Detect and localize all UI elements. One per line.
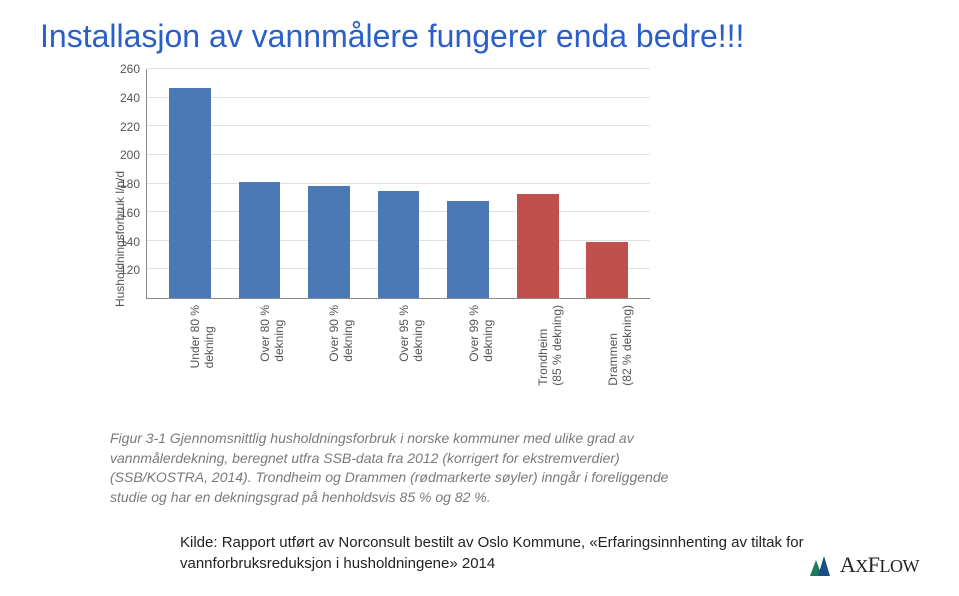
- logo-text: AXFLOW: [840, 552, 919, 578]
- bar: [169, 88, 211, 298]
- logo-mark-icon: [806, 554, 834, 576]
- logo-letter: F: [868, 552, 880, 577]
- bar-slot: [503, 69, 573, 298]
- x-label-slot: Over 95 % dekning: [363, 299, 433, 409]
- logo-letter: A: [840, 552, 855, 577]
- bar: [517, 194, 559, 298]
- y-tick-label: 160: [120, 206, 140, 220]
- bar-slot: [294, 69, 364, 298]
- x-tick-label: Over 95 % dekning: [398, 305, 426, 362]
- x-label-slot: Over 90 % dekning: [293, 299, 363, 409]
- x-label-slot: Trondheim (85 % dekning): [503, 299, 573, 409]
- bar: [447, 201, 489, 298]
- bar-slot: [572, 69, 642, 298]
- x-tick-label: Over 80 % dekning: [259, 305, 287, 362]
- y-tick-label: 180: [120, 177, 140, 191]
- x-label-slot: Drammen (82 % dekning): [572, 299, 642, 409]
- x-tick-label: Over 90 % dekning: [328, 305, 356, 362]
- brand-logo: AXFLOW: [806, 552, 919, 578]
- bars-group: [147, 69, 650, 298]
- y-tick-label: 260: [120, 62, 140, 76]
- x-axis-labels: Under 80 % dekning Over 80 % dekning Over …: [146, 299, 650, 409]
- bar-slot: [364, 69, 434, 298]
- chart: 120140160180200220240260: [110, 69, 650, 299]
- x-tick-label: Over 99 % dekning: [468, 305, 496, 362]
- y-tick-label: 240: [120, 91, 140, 105]
- y-tick-label: 220: [120, 120, 140, 134]
- bar: [239, 182, 281, 298]
- x-tick-label: Under 80 % dekning: [189, 305, 217, 368]
- y-tick-label: 120: [120, 263, 140, 277]
- y-axis: 120140160180200220240260: [110, 69, 146, 299]
- source-citation: Kilde: Rapport utført av Norconsult best…: [40, 533, 919, 574]
- page: Installasjon av vannmålere fungerer enda…: [0, 0, 959, 596]
- x-label-slot: Over 80 % dekning: [224, 299, 294, 409]
- x-label-slot: Under 80 % dekning: [154, 299, 224, 409]
- page-title: Installasjon av vannmålere fungerer enda…: [40, 18, 919, 55]
- bar: [378, 191, 420, 298]
- logo-letter: X: [855, 556, 868, 576]
- bar: [586, 242, 628, 298]
- y-tick-label: 140: [120, 235, 140, 249]
- bar-slot: [225, 69, 295, 298]
- x-tick-label: Trondheim (85 % dekning): [537, 305, 565, 386]
- x-label-slot: Over 99 % dekning: [433, 299, 503, 409]
- bar-slot: [433, 69, 503, 298]
- figure-caption: Figur 3-1 Gjennomsnittlig husholdningsfo…: [110, 429, 670, 507]
- bar-slot: [155, 69, 225, 298]
- bar: [308, 186, 350, 298]
- plot-area: [146, 69, 650, 299]
- chart-container: Husholdningsforbruk l/p/d 12014016018020…: [110, 69, 650, 409]
- y-tick-label: 200: [120, 148, 140, 162]
- x-tick-label: Drammen (82 % dekning): [607, 305, 635, 386]
- logo-letter: LOW: [880, 556, 919, 576]
